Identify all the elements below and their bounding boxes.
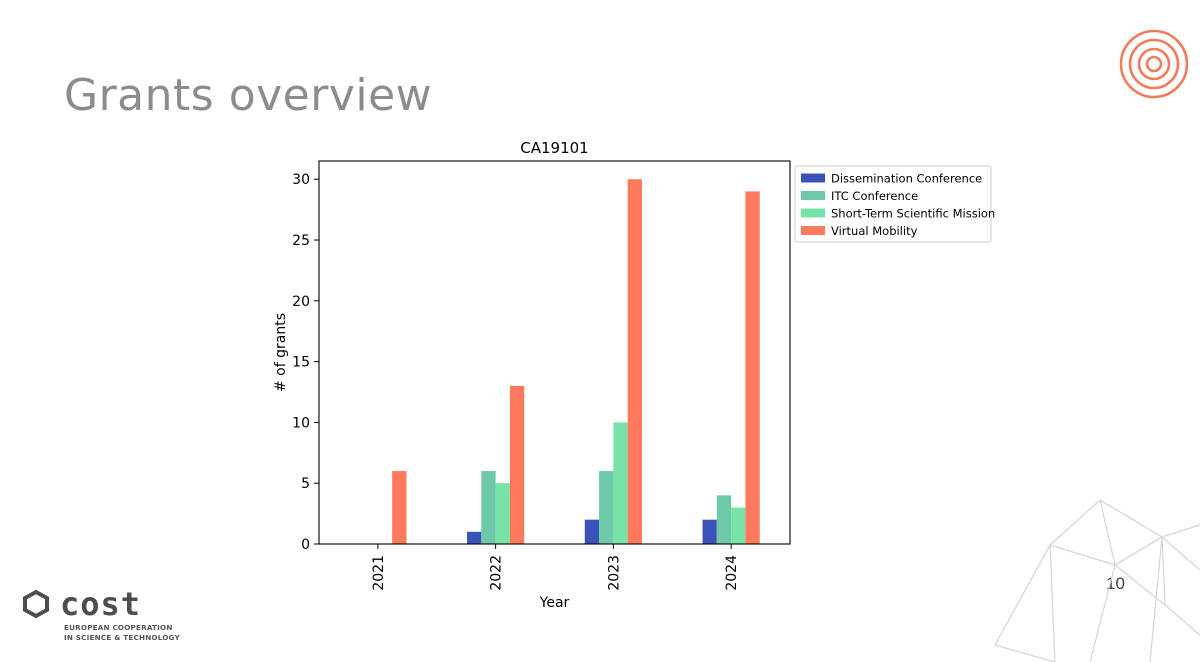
- x-tick-label: 2021: [371, 555, 387, 591]
- y-tick-label: 30: [292, 172, 310, 188]
- legend-swatch: [801, 226, 825, 235]
- bar-short-term-scientific-mission-2022: [495, 483, 510, 544]
- y-tick-label: 25: [292, 233, 310, 249]
- cost-hexagon-icon: [23, 589, 49, 619]
- legend-swatch: [801, 208, 825, 218]
- bar-itc-conference-2023: [599, 471, 614, 544]
- page-number: 10: [1106, 574, 1125, 593]
- bar-virtual-mobility-2024: [745, 191, 760, 544]
- cost-wordmark: cost: [60, 588, 141, 623]
- bar-dissemination-conference-2024: [702, 519, 717, 544]
- concentric-rings-logo-icon: [1119, 29, 1189, 99]
- legend-label: Virtual Mobility: [831, 224, 918, 238]
- cost-logo: cost: [23, 588, 141, 623]
- bar-itc-conference-2022: [481, 471, 496, 544]
- y-tick-label: 5: [301, 476, 310, 492]
- x-tick-label: 2023: [606, 555, 622, 591]
- y-tick-label: 20: [292, 294, 310, 310]
- bar-dissemination-conference-2023: [584, 519, 600, 544]
- decorative-mesh-icon: [994, 499, 1200, 662]
- x-axis-label: Year: [539, 595, 570, 611]
- legend-swatch: [801, 191, 825, 200]
- y-tick-label: 15: [292, 355, 310, 371]
- legend-label: ITC Conference: [831, 189, 918, 203]
- legend-label: Dissemination Conference: [831, 172, 982, 186]
- y-axis-label: # of grants: [273, 313, 289, 392]
- y-tick-label: 10: [292, 415, 310, 431]
- legend-swatch: [801, 173, 825, 183]
- bar-dissemination-conference-2022: [467, 531, 482, 544]
- legend-label: Short-Term Scientific Mission: [831, 207, 995, 221]
- grants-bar-chart: 0 5 10 15 20 25 30 2021 2022 2023 2024 CA19101 Year #…: [273, 139, 995, 611]
- plot-frame: [318, 160, 791, 545]
- legend-box: [794, 165, 992, 243]
- x-tick-label: 2024: [724, 555, 740, 591]
- bar-short-term-scientific-mission-2023: [613, 422, 628, 544]
- bar-virtual-mobility-2021: [392, 471, 407, 544]
- bar-itc-conference-2024: [716, 495, 732, 544]
- cost-tagline-line1: EUROPEAN COOPERATION: [64, 623, 173, 632]
- bar-virtual-mobility-2022: [509, 385, 525, 544]
- chart-title: CA19101: [520, 139, 588, 157]
- bar-virtual-mobility-2023: [627, 179, 642, 544]
- y-tick-label: 0: [301, 537, 310, 553]
- x-tick-label: 2022: [489, 555, 505, 591]
- slide-title: Grants overview: [64, 70, 433, 121]
- bar-short-term-scientific-mission-2024: [731, 507, 746, 544]
- cost-tagline-line2: IN SCIENCE & TECHNOLOGY: [64, 633, 180, 642]
